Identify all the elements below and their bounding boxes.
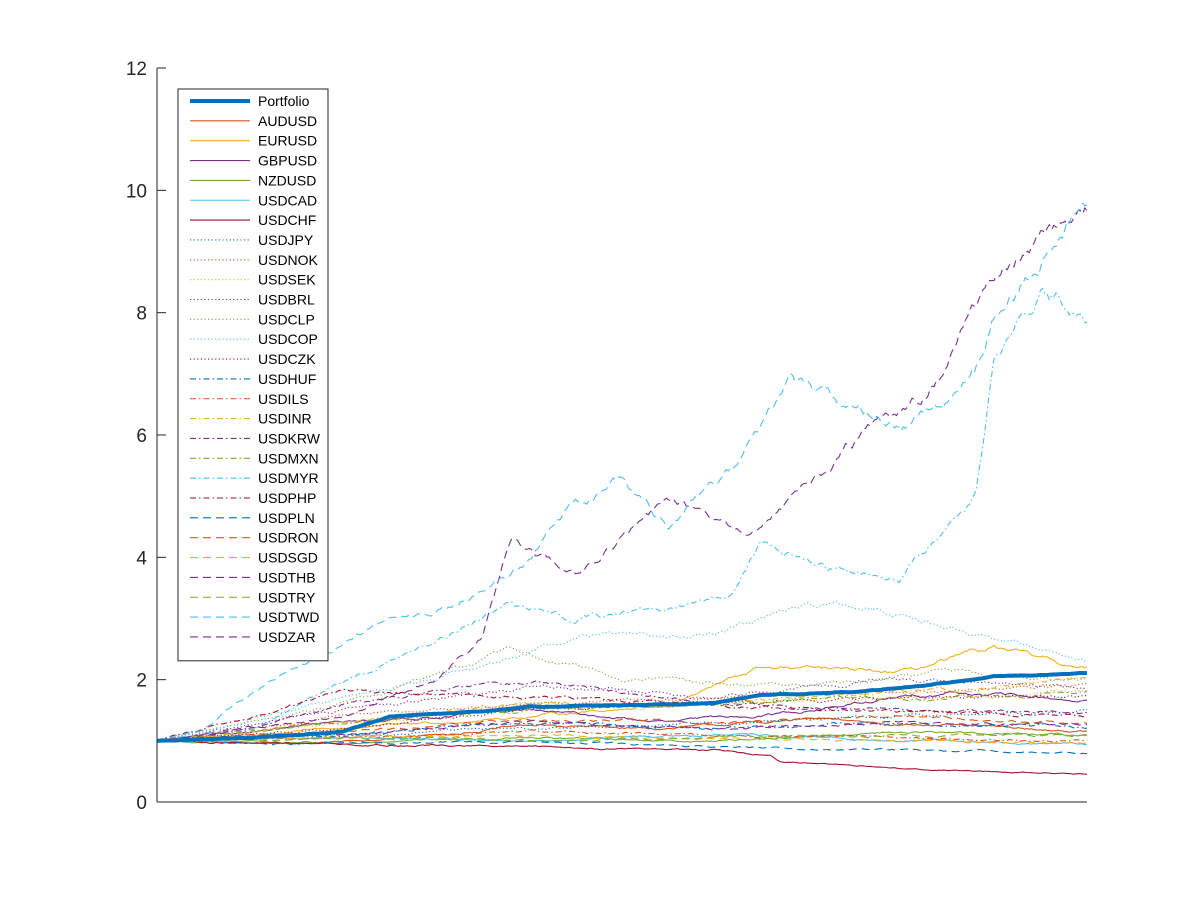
legend-label-usdclp: USDCLP bbox=[258, 311, 315, 327]
legend-label-usdsgd: USDSGD bbox=[258, 550, 318, 566]
legend-label-nzdusd: NZDUSD bbox=[258, 172, 316, 188]
legend-label-portfolio: Portfolio bbox=[258, 93, 310, 109]
legend-label-usdhuf: USDHUF bbox=[258, 371, 316, 387]
series-layer bbox=[156, 202, 1088, 775]
legend-label-usdpln: USDPLN bbox=[258, 510, 315, 526]
legend-label-usdchf: USDCHF bbox=[258, 212, 316, 228]
y-tick-label: 0 bbox=[136, 793, 147, 814]
series-line-usdsgd bbox=[156, 733, 1088, 745]
legend-label-usdthb: USDTHB bbox=[258, 569, 316, 585]
series-line-usdbrl bbox=[156, 676, 1088, 742]
legend-label-usdjpy: USDJPY bbox=[258, 232, 314, 248]
y-tick-label: 8 bbox=[136, 304, 147, 325]
series-line-usdpln bbox=[156, 739, 1088, 755]
series-line-usdtry bbox=[156, 732, 1088, 743]
legend-label-audusd: AUDUSD bbox=[258, 113, 317, 129]
legend-label-usdzar: USDZAR bbox=[258, 629, 316, 645]
series-line-usdinr bbox=[156, 676, 1088, 742]
series-line-usdthb bbox=[156, 207, 1088, 742]
legend-label-usdbrl: USDBRL bbox=[258, 292, 315, 308]
legend-label-usdnok: USDNOK bbox=[258, 252, 319, 268]
legend-label-gbpusd: GBPUSD bbox=[258, 153, 317, 169]
legend-label-usdcop: USDCOP bbox=[258, 331, 318, 347]
y-tick-label: 2 bbox=[136, 671, 147, 692]
legend-label-usdils: USDILS bbox=[258, 391, 309, 407]
legend-box bbox=[177, 88, 329, 662]
series-line-usdcop bbox=[156, 600, 1088, 742]
y-tick-label: 10 bbox=[126, 181, 147, 202]
legend: Portfolio AUDUSD EURUSD GBPUSD NZDUSD USDCAD U… bbox=[177, 88, 329, 662]
y-tick-label: 4 bbox=[136, 548, 147, 569]
legend-label-usdkrw: USDKRW bbox=[258, 430, 321, 446]
legend-label-usdsek: USDSEK bbox=[258, 272, 316, 288]
series-line-usdczk bbox=[156, 694, 1088, 742]
legend-label-usdtry: USDTRY bbox=[258, 589, 316, 605]
legend-label-usdmxn: USDMXN bbox=[258, 450, 319, 466]
legend-label-usdmyr: USDMYR bbox=[258, 470, 319, 486]
series-line-usdkrw bbox=[156, 680, 1088, 742]
y-tick-label: 12 bbox=[126, 59, 147, 80]
legend-label-usdczk: USDCZK bbox=[258, 351, 316, 367]
series-line-usdtwd bbox=[156, 202, 1088, 742]
series-line-usdphp bbox=[156, 688, 1088, 742]
legend-label-usdtwd: USDTWD bbox=[258, 609, 319, 625]
series-line-eurusd bbox=[156, 644, 1088, 742]
legend-label-usdcad: USDCAD bbox=[258, 192, 317, 208]
legend-label-usdinr: USDINR bbox=[258, 411, 312, 427]
series-line-usdsek bbox=[156, 689, 1088, 742]
legend-label-usdphp: USDPHP bbox=[258, 490, 316, 506]
series-line-usdmyr bbox=[156, 287, 1088, 741]
series-line-portfolio bbox=[156, 670, 1088, 743]
legend-label-usdron: USDRON bbox=[258, 530, 319, 546]
series-line-nzdusd bbox=[156, 730, 1088, 745]
axes: 0 2 4 6 8 10 12 bbox=[126, 59, 1087, 814]
legend-label-eurusd: EURUSD bbox=[258, 133, 317, 149]
y-tick-label: 6 bbox=[136, 426, 147, 447]
